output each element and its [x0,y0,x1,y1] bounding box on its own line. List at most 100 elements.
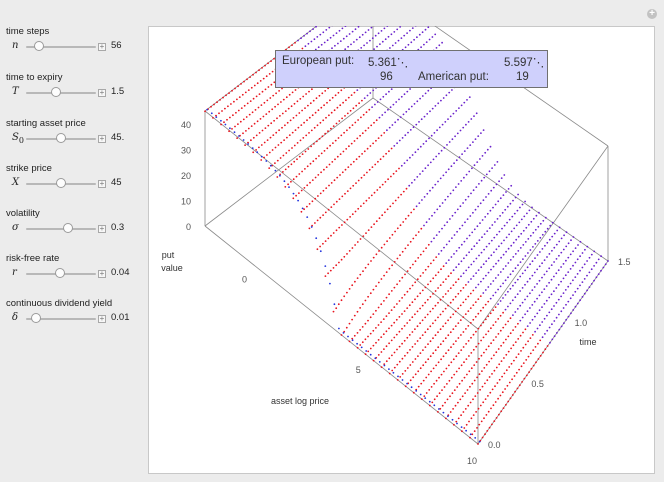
surface-point [548,326,551,329]
surface-point [341,117,343,120]
surface-point [291,91,294,94]
surface-point [247,89,250,91]
surface-point [479,202,482,205]
surface-point [284,168,287,171]
surface-point [453,234,456,236]
slider-track[interactable] [26,228,96,230]
slider-thumb[interactable] [33,41,44,51]
slider-track[interactable] [26,92,96,94]
expand-plus-icon[interactable]: + [98,134,106,143]
z-tick-label: 20 [181,171,191,181]
surface-point [479,222,481,225]
surface-point [555,272,558,275]
slider-thumb[interactable] [51,87,62,97]
surface-point [449,218,451,220]
surface-point [444,307,447,310]
surface-point [524,200,526,203]
expand-plus-icon[interactable]: + [98,269,106,278]
surface-point [427,243,430,246]
surface-point [398,316,401,318]
surface-point [480,179,483,182]
surface-point [562,263,565,265]
surface-point [292,117,295,119]
surface-point [399,224,402,227]
surface-point [600,255,602,258]
surface-point [505,353,508,356]
surface-point [523,215,526,218]
expand-plus-icon[interactable]: + [98,179,106,188]
surface-point [497,397,499,400]
surface-point [306,165,309,168]
surface-point [428,389,431,391]
surface-point [455,186,457,189]
surface-point [252,136,255,139]
surface-point [401,137,404,139]
slider-thumb[interactable] [63,223,73,233]
slider-track[interactable] [26,318,96,320]
surface-point [548,238,551,241]
surface-point [526,280,529,283]
surface-point [468,420,470,423]
surface-point [517,353,520,355]
expand-plus-icon[interactable]: + [98,42,106,51]
surface-point [494,385,496,388]
surface-point [413,38,415,41]
expand-plus-icon[interactable]: + [98,88,106,97]
surface-point [441,227,443,230]
surface-point [462,331,465,333]
surface-point [467,404,470,407]
slider-thumb[interactable] [56,178,66,188]
surface-point [420,227,423,230]
surface-point [278,90,280,92]
surface-point [496,382,499,384]
surface-point [417,257,420,259]
control-row: n +56 [6,40,148,54]
surface-point [414,343,416,345]
surface-point [473,164,476,167]
surface-point [426,313,429,316]
surface-point [475,345,478,348]
surface-point [394,230,396,233]
slider-thumb[interactable] [56,133,66,143]
surface-point [466,99,468,101]
european-point [360,346,363,349]
surface-point [343,221,346,224]
surface-point [511,215,514,218]
slider-track[interactable] [26,46,96,48]
expand-plus-icon[interactable]: + [98,314,106,323]
surface-point [360,205,362,208]
surface-point [373,121,375,124]
surface-point [482,336,485,339]
surface-point [494,221,496,223]
options-plus-icon[interactable]: + [647,9,657,19]
surface-point [529,249,532,251]
surface-point [490,239,493,242]
surface-point [236,98,238,101]
surface-point [341,27,344,30]
surface-point [512,256,515,258]
slider-thumb[interactable] [54,268,65,278]
surface-point [538,279,541,282]
surface-point [480,354,483,357]
surface-point [424,361,427,364]
surface-point [332,125,335,127]
surface-point [327,208,330,211]
expand-plus-icon[interactable]: + [98,224,106,233]
surface-point [416,295,419,298]
surface-point [324,90,327,92]
surface-point [382,155,385,158]
surface-point [258,132,261,134]
surface-point [301,47,304,50]
surface-point [347,166,350,169]
surface-point [353,334,356,337]
surface-point [593,265,595,267]
surface-point [467,281,470,283]
surface-point [403,310,406,312]
surface-point [498,378,501,381]
slider-thumb[interactable] [30,313,41,323]
surface-point [427,358,430,361]
surface-point [543,273,546,276]
surface-point [481,236,483,239]
surface-point [590,268,593,271]
